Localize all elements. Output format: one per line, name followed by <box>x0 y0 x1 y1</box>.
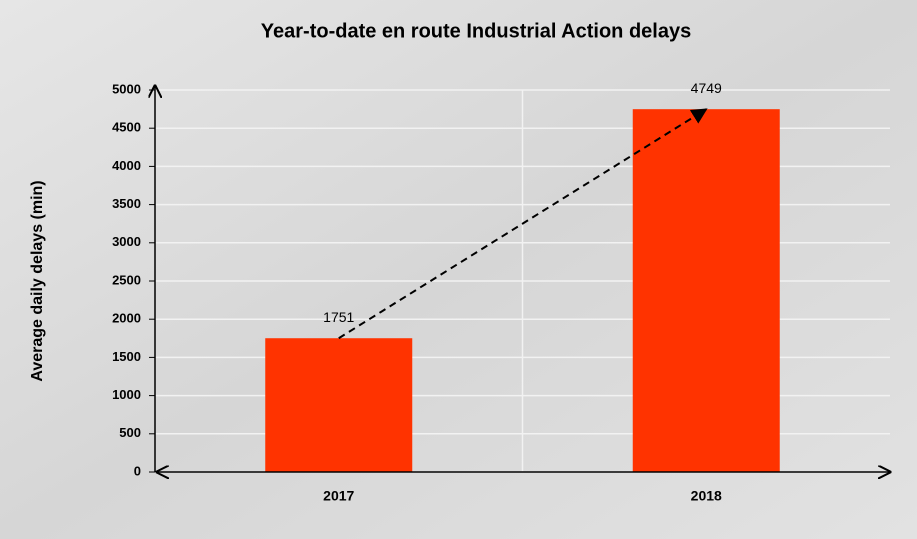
chart-title: Year-to-date en route Industrial Action … <box>261 20 691 42</box>
y-tick-label: 0 <box>134 463 141 478</box>
y-tick-label: 1000 <box>112 387 141 402</box>
y-tick-label: 1500 <box>112 349 141 364</box>
bar <box>632 109 780 473</box>
y-tick-label: 4000 <box>112 158 141 173</box>
y-tick-label: 3500 <box>112 196 141 211</box>
y-tick-label: 2000 <box>112 311 141 326</box>
y-tick-label: 2500 <box>112 272 141 287</box>
x-tick-label: 2017 <box>323 488 354 504</box>
y-tick-label: 500 <box>119 425 141 440</box>
y-tick-label: 3000 <box>112 234 141 249</box>
data-label: 1751 <box>323 309 354 325</box>
trend-arrow <box>338 108 708 340</box>
x-tick-label: 2018 <box>691 488 722 504</box>
y-axis-label: Average daily delays (min) <box>29 180 46 381</box>
y-tick-label: 4500 <box>112 120 141 135</box>
bar <box>265 338 413 472</box>
data-label: 4749 <box>691 80 722 96</box>
y-tick-label: 5000 <box>112 81 141 96</box>
